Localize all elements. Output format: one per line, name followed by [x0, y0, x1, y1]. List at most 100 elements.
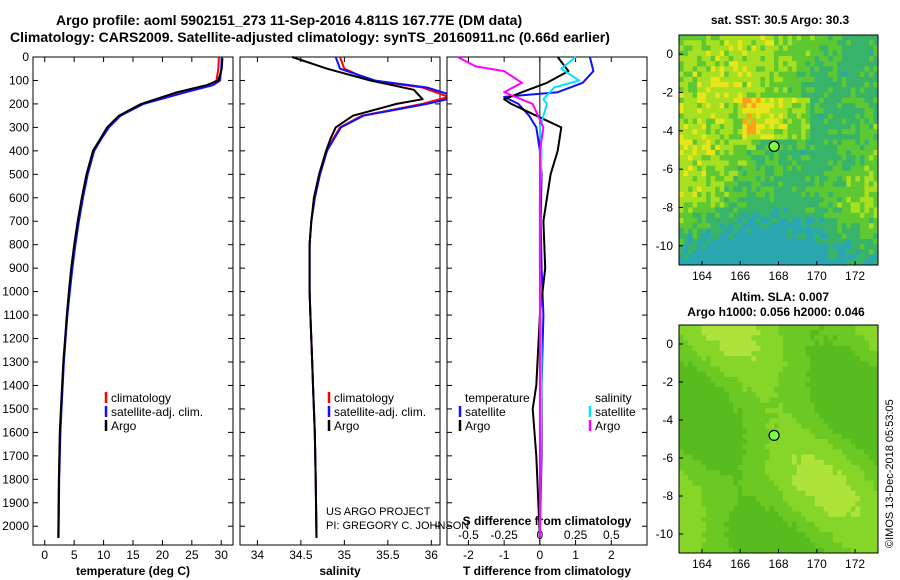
map-cell — [873, 144, 879, 151]
map-cell — [724, 197, 730, 203]
map-cell — [773, 118, 779, 125]
map-cell — [701, 413, 707, 419]
map-cell — [715, 55, 721, 62]
map-cell — [688, 521, 693, 528]
map-cell — [823, 191, 829, 198]
map-cell — [724, 139, 730, 146]
map-cell — [801, 186, 807, 193]
map-cell — [792, 139, 797, 146]
map-cell — [828, 66, 834, 72]
map-cell — [746, 134, 752, 140]
map-cell — [841, 330, 847, 336]
map-cell — [755, 249, 761, 255]
map-cell — [733, 423, 739, 430]
map-cell — [773, 150, 779, 156]
map-cell — [733, 516, 739, 523]
top-tick-label: -0.25 — [490, 528, 518, 542]
map-cell — [814, 480, 820, 487]
map-cell — [783, 485, 788, 492]
map-cell — [769, 207, 775, 214]
map-cell — [715, 212, 721, 219]
map-cell — [787, 356, 793, 362]
map-cell — [841, 144, 847, 151]
map-cell — [715, 191, 721, 198]
map-cell — [792, 155, 797, 161]
map-cell — [688, 50, 693, 57]
map-cell — [832, 382, 838, 388]
map-cell — [715, 176, 721, 182]
map-cell — [760, 228, 766, 235]
map-cell — [787, 254, 793, 261]
map-cell — [868, 134, 874, 140]
map-cell — [850, 165, 856, 172]
map-cell — [855, 433, 861, 440]
map-cell — [850, 454, 856, 461]
map-cell — [760, 71, 766, 78]
map-cell — [692, 325, 698, 331]
map-cell — [855, 217, 861, 224]
map-cell — [679, 382, 684, 388]
map-cell — [787, 413, 793, 419]
map-cell — [823, 532, 829, 538]
map-cell — [859, 350, 865, 357]
map-cell — [692, 537, 698, 544]
map-cell — [787, 444, 793, 450]
map-cell — [778, 464, 784, 471]
map-cell — [859, 387, 865, 393]
map-cell — [778, 392, 784, 398]
map-cell — [778, 397, 784, 404]
map-cell — [746, 87, 752, 93]
map-cell — [683, 238, 689, 245]
map-cell — [837, 176, 843, 182]
map-cell — [737, 532, 743, 538]
map-cell — [801, 537, 807, 544]
map-cell — [850, 244, 856, 250]
map-cell — [873, 102, 879, 109]
map-cell — [859, 82, 865, 88]
map-cell — [864, 537, 870, 544]
map-cell — [828, 356, 834, 362]
map-cell — [855, 181, 861, 187]
map-cell — [787, 464, 793, 471]
map-cell — [837, 325, 843, 331]
map-cell — [868, 490, 874, 497]
map-cell — [724, 350, 730, 357]
map-cell — [855, 108, 861, 114]
map-cell — [814, 55, 820, 62]
map-cell — [783, 35, 788, 41]
map-cell — [819, 527, 825, 533]
map-cell — [859, 490, 865, 497]
map-cell — [701, 165, 707, 172]
map-cell — [841, 134, 847, 140]
map-cell — [688, 202, 693, 208]
map-cell — [764, 376, 770, 383]
map-cell — [873, 228, 879, 235]
map-cell — [841, 66, 847, 72]
map-cell — [724, 150, 730, 156]
map-cell — [855, 82, 861, 88]
map-cell — [728, 387, 734, 393]
map-cell — [746, 361, 752, 367]
map-cell — [751, 335, 757, 341]
map-cell — [688, 366, 693, 373]
map-cell — [737, 217, 743, 224]
map-cell — [715, 506, 721, 512]
map-cell — [837, 129, 843, 135]
map-cell — [787, 361, 793, 367]
map-cell — [855, 254, 861, 261]
map-cell — [846, 470, 852, 476]
map-cell — [792, 382, 797, 388]
map-cell — [792, 418, 797, 424]
map-cell — [832, 35, 838, 41]
map-cell — [814, 501, 820, 507]
map-cell — [814, 542, 820, 549]
map-cell — [787, 35, 793, 41]
map-cell — [868, 537, 874, 544]
map-cell — [873, 392, 879, 398]
map-cell — [760, 97, 766, 104]
map-cell — [850, 123, 856, 130]
map-cell — [751, 176, 757, 182]
map-cell — [719, 82, 725, 88]
map-cell — [769, 202, 775, 208]
map-cell — [823, 542, 829, 549]
